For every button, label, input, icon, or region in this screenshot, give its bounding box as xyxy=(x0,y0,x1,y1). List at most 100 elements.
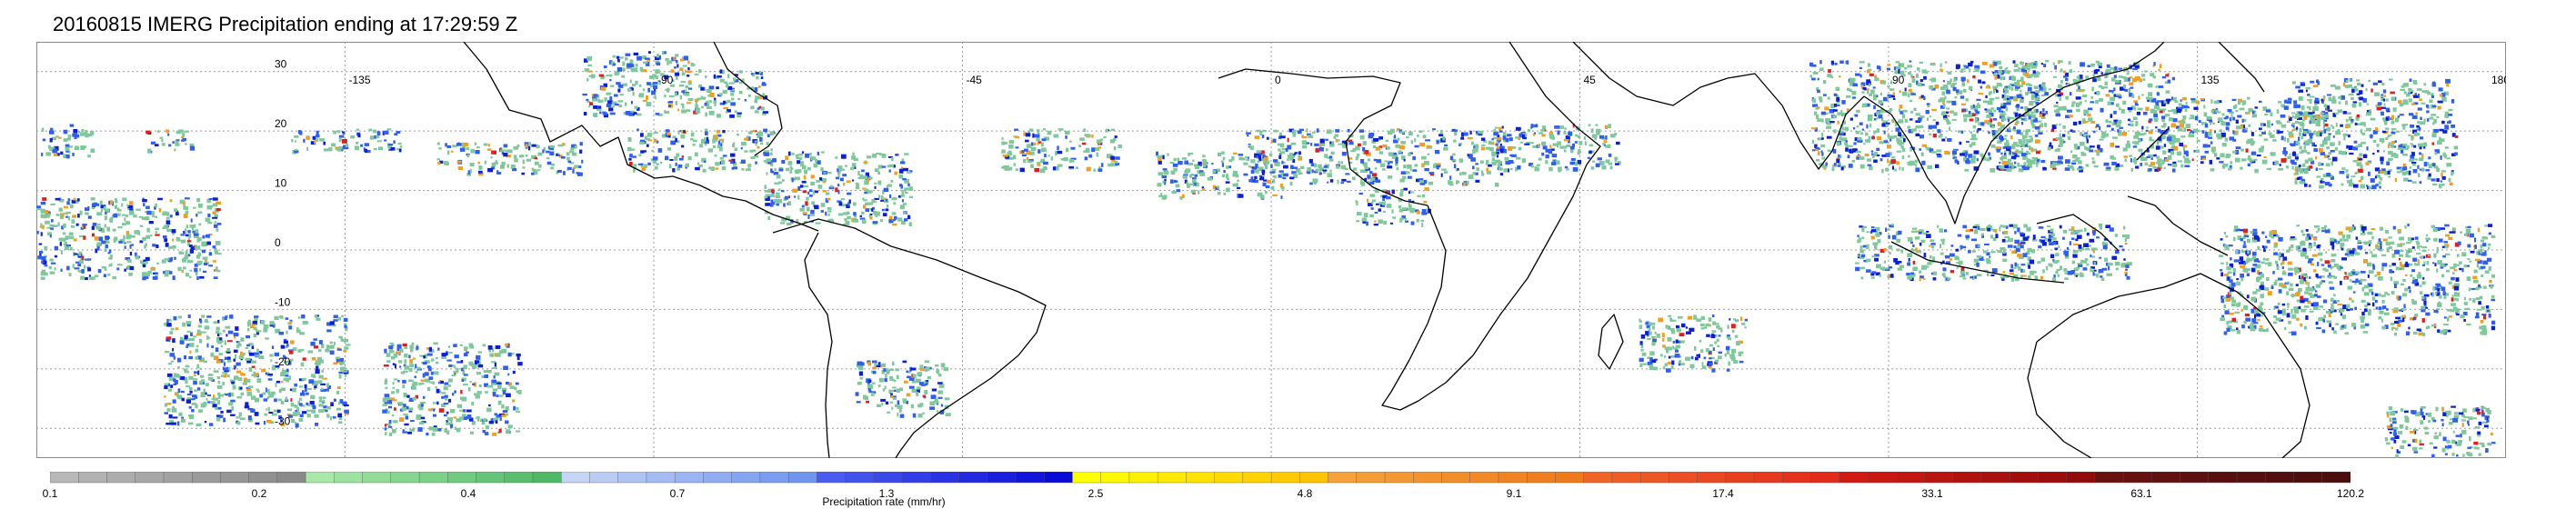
precip-cell xyxy=(1999,65,2003,70)
precip-cell xyxy=(2045,60,2050,63)
precip-cell xyxy=(1972,249,1976,253)
precip-cell xyxy=(2422,276,2425,280)
precip-cell xyxy=(1184,171,1188,175)
precip-cell xyxy=(556,153,558,156)
precip-cell xyxy=(1502,135,1507,140)
precip-cell xyxy=(439,160,444,164)
precip-cell xyxy=(750,156,756,160)
precip-cell xyxy=(531,155,537,159)
precip-cell xyxy=(805,153,810,158)
precip-cell xyxy=(2405,171,2409,175)
precip-cell xyxy=(668,95,675,98)
precip-cell xyxy=(2393,307,2399,310)
precip-cell xyxy=(2098,269,2104,274)
precip-cell xyxy=(2391,96,2396,102)
precip-cell xyxy=(1401,215,1406,219)
precip-cell xyxy=(1942,115,1948,119)
precip-cell xyxy=(888,155,893,158)
precip-cell xyxy=(1378,219,1383,224)
precip-cell xyxy=(2320,144,2325,147)
precip-cell xyxy=(715,162,720,166)
precip-cell xyxy=(1376,159,1382,164)
precip-cell xyxy=(678,157,684,161)
precip-cell xyxy=(1916,250,1921,254)
precip-cell xyxy=(2064,255,2070,259)
precip-cell xyxy=(2035,151,2040,155)
precip-cell xyxy=(2002,271,2006,274)
precip-cell xyxy=(58,136,62,139)
precip-cell xyxy=(1915,133,1920,136)
precip-cell xyxy=(1971,113,1976,117)
precip-cell xyxy=(2057,160,2062,164)
precip-cell xyxy=(1069,158,1072,164)
precip-cell xyxy=(888,169,891,173)
precip-cell xyxy=(2058,137,2061,141)
precip-cell xyxy=(2077,145,2080,150)
precip-cell xyxy=(1047,137,1049,141)
precip-cell xyxy=(1866,269,1871,273)
precip-cell xyxy=(1364,167,1369,170)
precip-cell xyxy=(1898,108,1901,113)
precip-cell xyxy=(1940,68,1943,72)
precip-cell xyxy=(867,155,872,159)
precip-cell xyxy=(1815,115,1819,119)
precip-cell xyxy=(533,168,536,173)
precip-cell xyxy=(2082,95,2088,97)
precip-cell xyxy=(2146,126,2149,129)
precip-cell xyxy=(2014,262,2018,266)
precip-cell xyxy=(1188,152,1194,155)
precip-cell xyxy=(2410,155,2415,159)
precip-cell xyxy=(2024,156,2028,159)
precip-cell xyxy=(1817,89,1820,94)
precip-cell xyxy=(2337,129,2340,132)
precip-cell xyxy=(2102,245,2108,250)
precip-cell xyxy=(668,101,674,103)
precip-cell xyxy=(1883,96,1889,102)
precip-cell xyxy=(444,161,449,165)
precip-cell xyxy=(1310,143,1313,146)
precip-cell xyxy=(2198,120,2201,123)
precip-cell xyxy=(2026,66,2030,71)
precip-cell xyxy=(1458,158,1464,163)
precip-cell xyxy=(2213,100,2220,105)
precip-cell xyxy=(629,59,634,65)
precip-cell xyxy=(1170,170,1176,175)
precip-cell xyxy=(1866,231,1869,234)
precip-cell xyxy=(2319,185,2324,189)
precip-cell xyxy=(51,136,56,140)
precip-cell xyxy=(1054,165,1059,171)
precip-cell xyxy=(1478,133,1483,136)
precip-cell xyxy=(1280,186,1285,190)
precip-cell xyxy=(1965,272,1970,275)
precip-cell xyxy=(613,63,616,66)
precip-cell xyxy=(789,170,792,174)
precip-cell xyxy=(767,188,771,193)
precip-cell xyxy=(671,79,675,83)
precip-cell xyxy=(2091,157,2095,160)
precip-cell xyxy=(2066,83,2071,85)
precip-cell xyxy=(1866,124,1869,129)
precip-cell xyxy=(2445,329,2451,333)
precip-cell xyxy=(874,197,879,200)
precip-cell xyxy=(898,168,904,174)
precip-cell xyxy=(1954,255,1959,261)
precip-cell xyxy=(2006,97,2010,100)
precip-cell xyxy=(2084,99,2087,103)
precip-cell xyxy=(2216,133,2222,138)
precip-cell xyxy=(527,142,531,146)
precip-cell xyxy=(2178,103,2182,106)
precip-cell xyxy=(674,66,677,69)
precip-cell xyxy=(1408,131,1413,135)
precip-cell xyxy=(1008,140,1015,144)
precip-cell xyxy=(730,160,734,165)
precip-cell xyxy=(536,169,541,172)
precip-cell xyxy=(2108,120,2112,124)
precip-cell xyxy=(632,155,636,158)
precip-cell xyxy=(2322,125,2326,129)
precip-cell xyxy=(667,132,671,135)
precip-cell xyxy=(2391,326,2394,331)
precip-cell xyxy=(1078,145,1081,148)
precip-cell xyxy=(2130,120,2134,123)
precip-cell xyxy=(722,130,726,134)
precip-cell xyxy=(2402,124,2409,126)
